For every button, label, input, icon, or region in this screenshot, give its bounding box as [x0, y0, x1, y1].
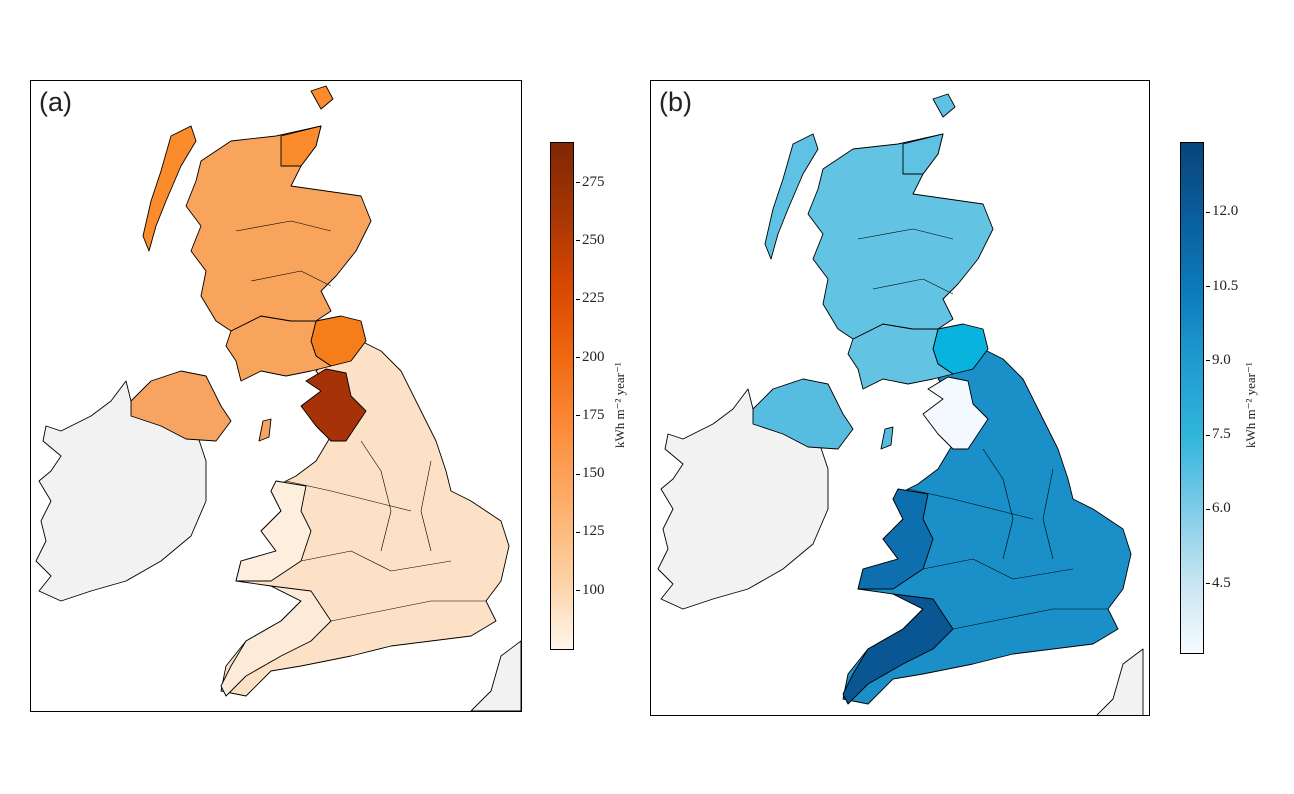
panel-label-a: (a)	[39, 87, 72, 117]
colorbar-tick-label: 6.0	[1206, 500, 1231, 517]
colorbar-tick-label: 10.5	[1205, 277, 1239, 294]
map-panel-b: (b)	[650, 80, 1150, 716]
colorbar-a-label: kWh m⁻² year⁻¹	[612, 362, 627, 448]
colorbar-tick-label: 175	[576, 406, 605, 423]
colorbar-tick-label: 12.0	[1205, 203, 1239, 220]
colorbar-tick-label: 150	[576, 465, 605, 482]
colorbar-a	[550, 142, 574, 650]
colorbar-tick-label: 250	[576, 231, 605, 248]
colorbar-tick-label: 225	[576, 290, 605, 307]
map-panel-a: (a)	[30, 80, 522, 712]
colorbar-tick-label: 275	[576, 173, 605, 190]
uk-choropleth-map-b	[657, 93, 1144, 715]
colorbar-tick-label: 4.5	[1206, 574, 1231, 591]
colorbar-tick-label: 9.0	[1206, 351, 1231, 368]
colorbar-b	[1180, 142, 1204, 654]
colorbar-tick-label: 125	[576, 523, 605, 540]
panel-label-b: (b)	[659, 87, 692, 117]
colorbar-tick-label: 200	[576, 348, 605, 365]
colorbar-tick-label: 7.5	[1206, 426, 1231, 443]
colorbar-tick-label: 100	[576, 581, 605, 598]
colorbar-b-label: kWh m⁻² year⁻¹	[1243, 362, 1258, 448]
uk-choropleth-map-a	[35, 85, 521, 711]
